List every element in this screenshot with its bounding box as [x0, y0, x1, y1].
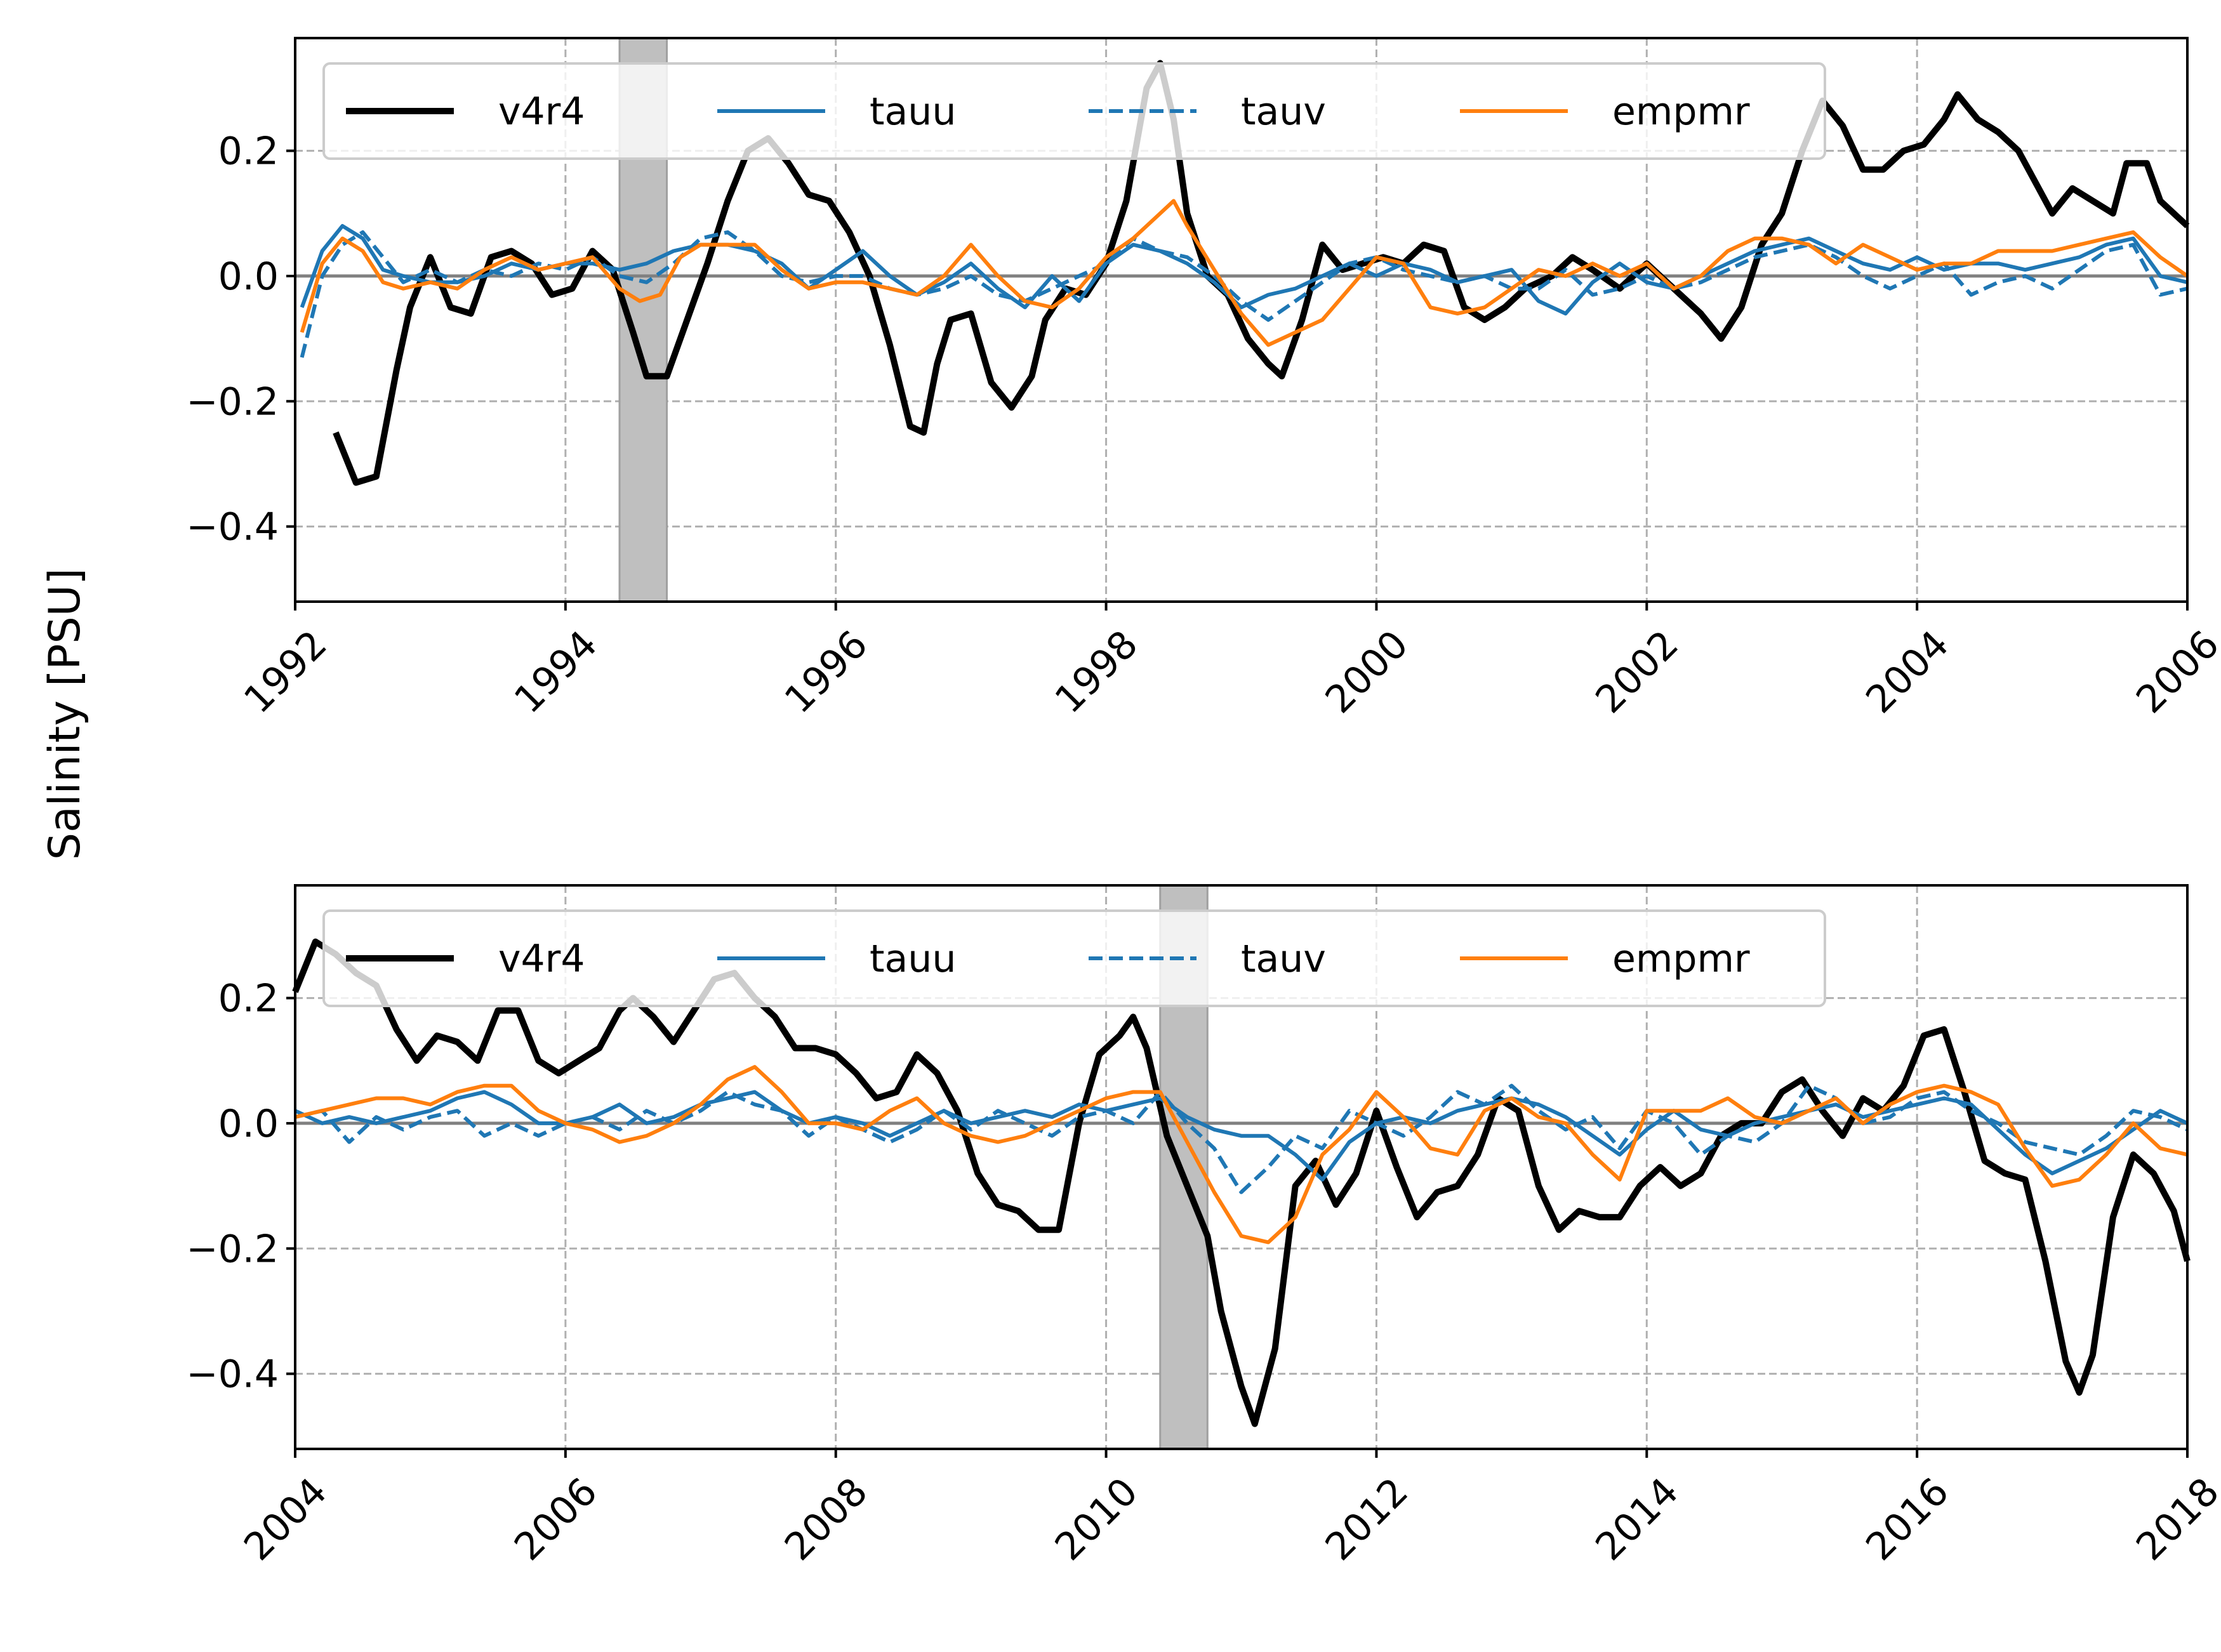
top-legend: v4r4 tauu tauv empmr — [322, 62, 1826, 160]
top-y-tick-label: 0.0 — [218, 254, 279, 299]
bottom-axes-frame — [294, 884, 2189, 1450]
y-axis-label: Salinity [PSU] — [40, 568, 90, 860]
top-series — [300, 60, 2190, 486]
top-legend-label-v4r4: v4r4 — [498, 89, 585, 134]
bottom-legend-label-v4r4: v4r4 — [498, 937, 585, 981]
bottom-series — [292, 938, 2191, 1427]
bottom-series-empmr — [295, 1065, 2188, 1245]
top-legend-label-empmr: empmr — [1612, 89, 1750, 134]
top-y-tick-label: 0.2 — [218, 129, 279, 174]
bottom-series-tauv — [295, 1083, 2189, 1194]
top-series-empmr — [300, 199, 2189, 347]
top-legend-label-tauv: tauv — [1241, 89, 1326, 134]
bottom-y-tick-label: 0.0 — [218, 1102, 279, 1146]
top-axes-frame — [294, 37, 2189, 603]
top-legend-box — [322, 62, 1826, 160]
top-series-v4r4 — [333, 60, 2190, 486]
bottom-y-tick-label: −0.2 — [186, 1227, 279, 1271]
top-y-tick-label: −0.4 — [186, 505, 279, 550]
bottom-legend-label-tauv: tauv — [1241, 937, 1326, 981]
bottom-legend: v4r4 tauu tauv empmr — [322, 909, 1826, 1007]
top-y-tick-label: −0.2 — [186, 380, 279, 424]
bottom-legend-label-empmr: empmr — [1612, 937, 1750, 981]
bottom-y-tick-label: −0.4 — [186, 1352, 279, 1397]
top-legend-label-tauu: tauu — [870, 89, 956, 134]
bottom-y-tick-label: 0.2 — [218, 977, 279, 1021]
bottom-legend-label-tauu: tauu — [870, 937, 956, 981]
bottom-legend-box — [322, 909, 1826, 1007]
